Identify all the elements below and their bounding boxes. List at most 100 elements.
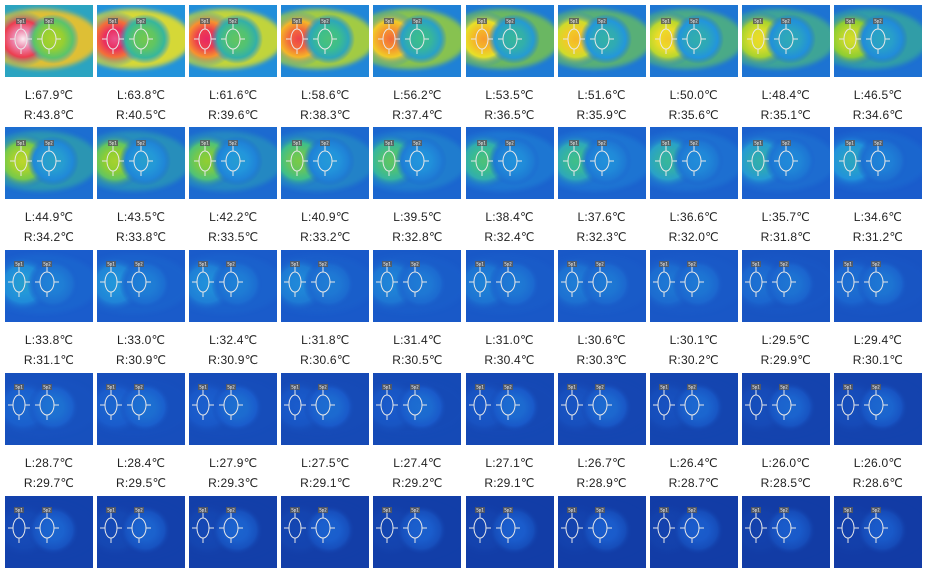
spot-1-marker-tag: Sp1	[200, 140, 211, 146]
spot-2-marker: Sp2	[679, 384, 704, 420]
spot-1-marker: Sp1	[102, 140, 125, 176]
thermal-image: Sp1 Sp2	[281, 250, 370, 322]
spot-1-marker-tag: Sp1	[16, 140, 26, 146]
spot-2-marker-tag: Sp2	[596, 18, 607, 24]
svg-text:Sp1: Sp1	[293, 18, 301, 23]
spot-2-marker-tag: Sp2	[134, 261, 145, 267]
spot-2-marker: Sp2	[771, 384, 796, 420]
thermal-frame: Sp1 Sp2 L:50.0℃ R:35.6℃	[649, 5, 738, 125]
temperature-readout: L:32.4℃ R:30.9℃	[189, 330, 277, 370]
spot-2-marker-tag: Sp2	[44, 140, 54, 146]
svg-text:Sp1: Sp1	[846, 18, 854, 23]
thermal-image: Sp1 Sp2	[833, 496, 922, 568]
svg-text:Sp2: Sp2	[135, 261, 143, 266]
svg-text:Sp2: Sp2	[137, 140, 145, 145]
spot-1-marker: Sp1	[746, 18, 769, 54]
thermal-image: Sp1 Sp2	[97, 373, 186, 445]
thermal-image: Sp1 Sp2	[189, 496, 278, 568]
thermal-frame: Sp1 Sp2 L:26.7℃ R:28.9℃	[557, 373, 646, 493]
spot-1-marker-tag: Sp1	[108, 18, 119, 24]
right-temp-label: R:35.1℃	[760, 108, 811, 122]
thermal-image: Sp1 Sp2	[281, 5, 370, 77]
svg-text:Sp1: Sp1	[199, 261, 207, 266]
spot-1-marker: Sp1	[192, 507, 215, 543]
spot-2-marker: Sp2	[863, 261, 888, 297]
temperature-readout: L:34.6℃ R:31.2℃	[834, 207, 922, 247]
spot-1-marker: Sp1	[470, 18, 493, 54]
svg-text:Sp2: Sp2	[506, 18, 514, 23]
thermal-image: Sp1 Sp2	[649, 373, 738, 445]
right-temp-label: R:30.3℃	[576, 353, 627, 367]
spot-2-marker-tag: Sp2	[318, 507, 329, 513]
svg-text:Sp1: Sp1	[476, 261, 484, 266]
svg-text:Sp2: Sp2	[874, 18, 882, 23]
svg-text:Sp1: Sp1	[570, 140, 578, 145]
spot-2-marker: Sp2	[587, 507, 612, 543]
spot-1-marker-tag: Sp1	[14, 261, 24, 267]
svg-text:Sp1: Sp1	[107, 261, 115, 266]
spot-1-marker-tag: Sp1	[106, 507, 117, 513]
svg-text:Sp1: Sp1	[201, 18, 209, 23]
svg-text:Sp1: Sp1	[15, 384, 23, 389]
svg-text:Sp2: Sp2	[872, 507, 880, 512]
left-temp-label: L:33.0℃	[116, 333, 166, 347]
thermal-frame: Sp1 Sp2 L:33.8℃ R:31.1℃	[5, 250, 93, 370]
right-temp-label: R:29.9℃	[760, 353, 811, 367]
spot-1-marker: Sp1	[560, 384, 583, 420]
spot-1-marker: Sp1	[468, 507, 491, 543]
spot-2-marker: Sp2	[405, 18, 430, 54]
svg-text:Sp2: Sp2	[596, 384, 604, 389]
spot-2-marker: Sp2	[681, 18, 706, 54]
temperature-readout: L:61.6℃ R:39.6℃	[189, 85, 277, 125]
spot-1-marker: Sp1	[192, 261, 215, 297]
thermal-frame: Sp1 Sp2 L:67.9℃ R:43.8℃	[5, 5, 93, 125]
spot-2-marker-tag: Sp2	[502, 507, 513, 513]
temperature-readout: L:42.2℃ R:33.5℃	[189, 207, 277, 247]
svg-text:Sp1: Sp1	[199, 384, 207, 389]
left-temp-label: L:33.8℃	[24, 333, 74, 347]
left-temp-label: L:46.5℃	[853, 88, 903, 102]
svg-text:Sp2: Sp2	[229, 140, 237, 145]
spot-1-marker-tag: Sp1	[658, 384, 669, 390]
svg-text:Sp1: Sp1	[754, 140, 762, 145]
spot-1-marker: Sp1	[376, 384, 399, 420]
left-temp-label: L:32.4℃	[209, 333, 258, 347]
spot-1-marker: Sp1	[836, 384, 859, 420]
right-temp-label: R:30.6℃	[300, 353, 351, 367]
thermal-image: Sp1 Sp2	[5, 496, 93, 568]
spot-1-marker: Sp1	[468, 384, 491, 420]
svg-text:Sp2: Sp2	[780, 507, 788, 512]
spot-1-marker-tag: Sp1	[752, 140, 763, 146]
svg-text:Sp2: Sp2	[506, 140, 514, 145]
thermal-image: Sp1 Sp2	[649, 250, 738, 322]
spot-2-marker: Sp2	[587, 261, 612, 297]
temperature-readout: L:30.1℃ R:30.2℃	[650, 330, 738, 370]
left-temp-label: L:67.9℃	[24, 88, 74, 102]
thermal-frame: Sp1 Sp2	[189, 496, 278, 568]
spot-2-marker: Sp2	[865, 140, 890, 176]
thermal-image: Sp1 Sp2	[5, 250, 93, 322]
temperature-readout: L:67.9℃ R:43.8℃	[5, 85, 93, 125]
thermal-frame: Sp1 Sp2 L:27.4℃ R:29.2℃	[373, 373, 462, 493]
spot-1-marker: Sp1	[376, 261, 399, 297]
thermal-image: Sp1 Sp2	[5, 5, 93, 77]
svg-text:Sp1: Sp1	[386, 140, 394, 145]
right-temp-label: R:30.5℃	[392, 353, 443, 367]
left-temp-label: L:40.9℃	[301, 210, 350, 224]
spot-2-marker: Sp2	[127, 384, 152, 420]
temperature-readout: L:44.9℃ R:34.2℃	[5, 207, 93, 247]
spot-2-marker: Sp2	[37, 18, 61, 54]
right-temp-label: R:32.8℃	[392, 230, 443, 244]
svg-text:Sp2: Sp2	[504, 507, 512, 512]
right-temp-label: R:43.8℃	[23, 108, 75, 122]
thermal-image: Sp1 Sp2	[281, 127, 370, 199]
left-temp-label: L:38.4℃	[485, 210, 534, 224]
thermal-frame: Sp1 Sp2	[97, 496, 186, 568]
thermal-frame: Sp1 Sp2 L:56.2℃ R:37.4℃	[373, 5, 462, 125]
spot-2-marker-tag: Sp2	[42, 384, 52, 390]
spot-2-marker: Sp2	[221, 18, 246, 54]
left-temp-label: L:31.8℃	[301, 333, 350, 347]
right-temp-label: R:28.9℃	[576, 476, 627, 490]
right-temp-label: R:32.0℃	[668, 230, 719, 244]
left-temp-label: L:26.0℃	[853, 456, 903, 470]
